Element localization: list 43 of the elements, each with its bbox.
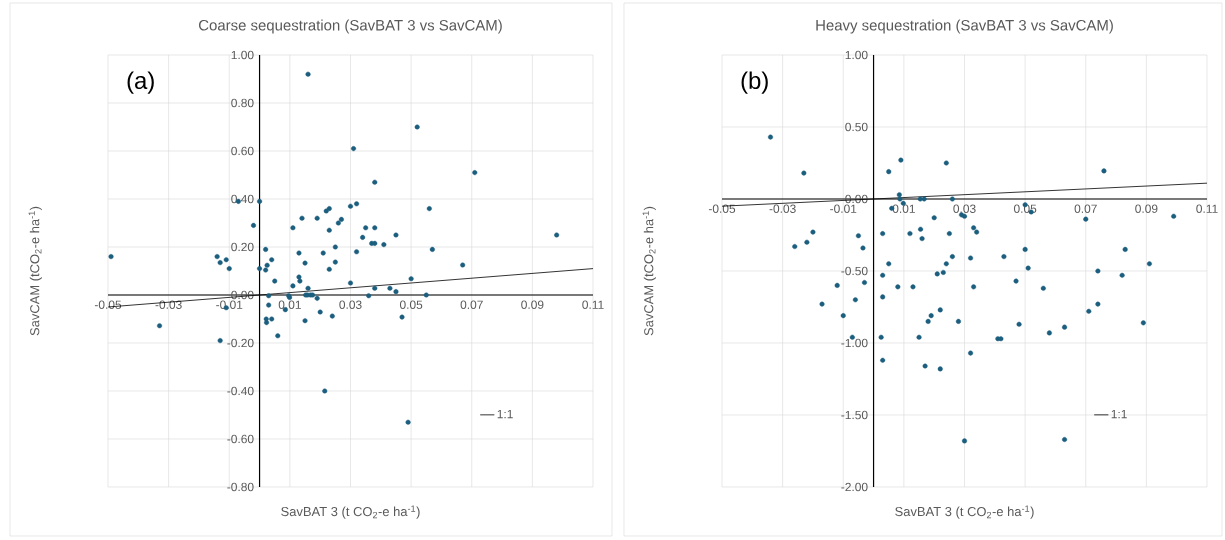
annotation: (b) <box>741 71 768 94</box>
annotation: (a) <box>127 71 154 94</box>
x-tick-label: 0.03 <box>339 300 362 309</box>
x-axis-title: SavBAT 3 (t CO$_{2}$-e ha$^{-1}$) <box>281 505 420 519</box>
x-tick-label: 0.09 <box>1135 204 1158 213</box>
y-tick-label: 0.80 <box>231 98 254 108</box>
chart-title: Coarse sequestration (SavBAT 3 vs SavCAM) <box>199 19 502 34</box>
y-tick-label: 0.00 <box>845 194 868 204</box>
x-tick-label: -0.03 <box>769 204 796 213</box>
y-tick-label: 0.50 <box>845 122 868 132</box>
y-tick-label: 0.40 <box>231 194 254 204</box>
legend-label: 1:1 <box>497 410 513 419</box>
x-tick-label: -0.05 <box>708 204 736 213</box>
x-axis-title: SavBAT 3 (t CO$_{2}$-e ha$^{-1}$) <box>895 505 1034 519</box>
x-tick-label: -0.03 <box>155 300 182 309</box>
y-tick-label: 1.00 <box>231 50 254 60</box>
x-tick-label: -0.05 <box>94 300 122 309</box>
y-tick-label: 0.60 <box>231 146 254 156</box>
y-tick-label: -0.20 <box>227 338 254 348</box>
x-tick-label: 0.05 <box>399 300 423 309</box>
x-tick-label: 0.11 <box>1196 204 1218 213</box>
x-tick-label: 0.07 <box>460 300 483 309</box>
y-tick-label: -1.00 <box>841 338 868 348</box>
y-tick-label: -2.00 <box>841 482 868 492</box>
x-tick-label: 0.03 <box>953 204 976 213</box>
y-tick-label: 0.20 <box>231 242 254 252</box>
y-tick-label: -0.80 <box>227 482 254 492</box>
x-tick-label: 0.07 <box>1074 204 1097 213</box>
x-tick-label: 0.09 <box>521 300 544 309</box>
y-tick-label: -0.60 <box>227 434 254 444</box>
x-tick-label: -0.01 <box>216 300 243 309</box>
x-tick-label: 0.01 <box>892 204 915 213</box>
x-tick-label: 0.01 <box>278 300 301 309</box>
y-tick-label: -1.50 <box>841 410 868 420</box>
legend-label: 1:1 <box>1111 410 1127 419</box>
y-axis-title: SavCAM (tCO$_{2}$-e ha$^{-1}$) <box>642 206 656 336</box>
x-tick-label: -0.01 <box>830 204 857 213</box>
chart-title: Heavy sequestration (SavBAT 3 vs SavCAM) <box>816 19 1113 34</box>
y-axis-title: SavCAM (tCO$_{2}$-e ha$^{-1}$) <box>28 206 42 336</box>
y-tick-label: -0.50 <box>841 266 868 276</box>
x-tick-label: 0.11 <box>582 300 604 309</box>
y-tick-label: -0.40 <box>227 386 254 396</box>
y-tick-label: 1.00 <box>845 50 868 60</box>
